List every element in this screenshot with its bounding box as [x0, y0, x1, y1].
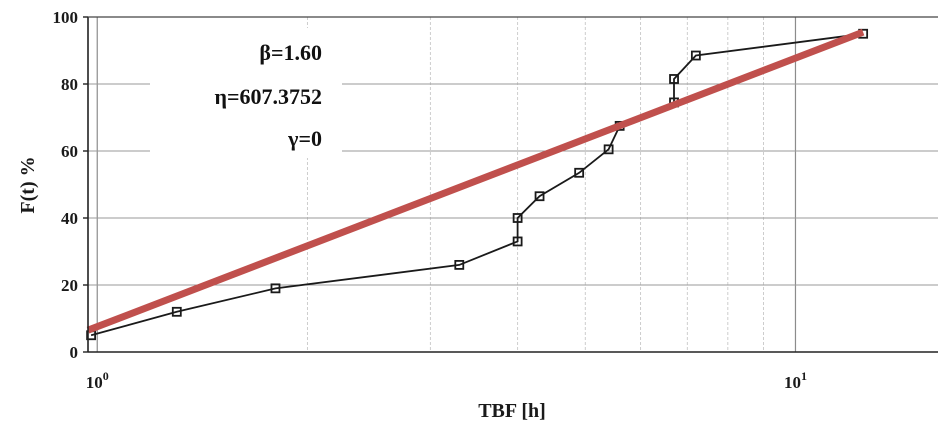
data-point	[669, 74, 679, 84]
y-tick-label: 0	[70, 343, 79, 362]
data-point	[270, 283, 281, 294]
data-point	[171, 306, 182, 317]
data-point	[512, 213, 523, 223]
y-tick-label: 20	[61, 276, 78, 295]
data-point	[574, 167, 585, 178]
data-point	[603, 144, 614, 155]
annotation-beta: β=1.60	[259, 40, 322, 65]
y-tick-label: 60	[61, 142, 78, 161]
y-tick-label: 80	[61, 75, 78, 94]
annotation-box	[150, 28, 342, 158]
y-tick-label: 40	[61, 209, 78, 228]
y-axis-label: F(t) %	[17, 156, 39, 213]
x-tick-label: 101	[784, 369, 807, 392]
data-point	[534, 191, 545, 202]
data-point	[512, 236, 523, 247]
annotation-eta: η=607.3752	[214, 84, 322, 109]
fit-line	[86, 28, 865, 334]
data-point	[454, 259, 465, 270]
annotation-gamma: γ=0	[287, 126, 322, 151]
y-tick-label: 100	[53, 8, 79, 27]
plot-frame	[83, 16, 938, 353]
series-layer	[86, 28, 869, 341]
data-point	[690, 50, 701, 61]
x-tick-label: 100	[86, 369, 109, 392]
tick-labels: 0 20 40 60 80 100 100 101	[53, 8, 807, 392]
x-axis-label: TBF [h]	[478, 400, 546, 422]
